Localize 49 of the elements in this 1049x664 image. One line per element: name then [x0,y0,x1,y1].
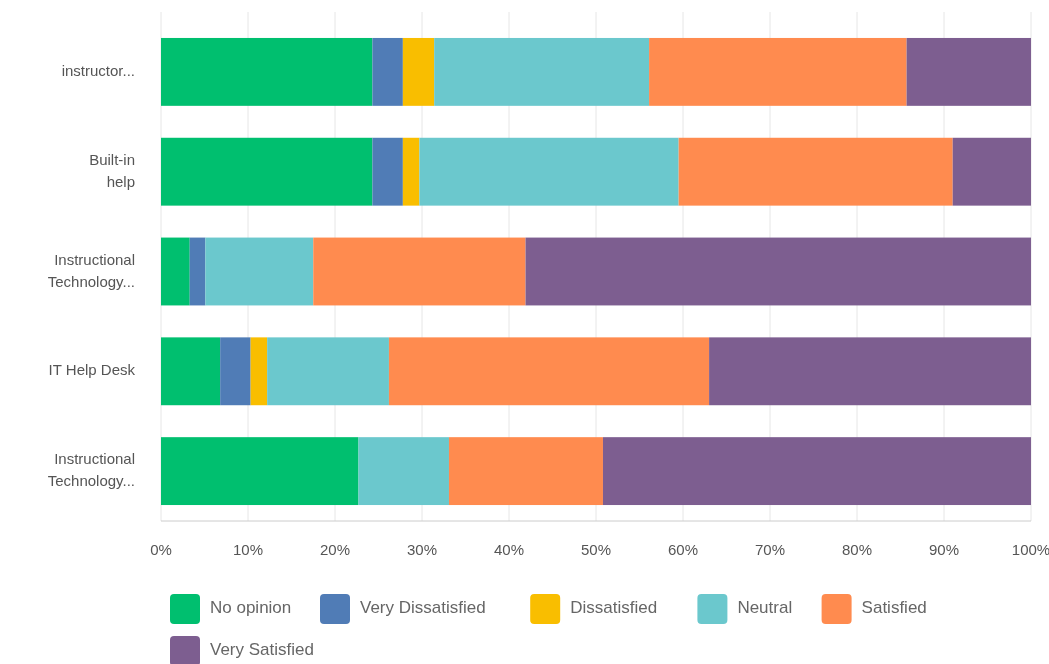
bar [161,437,359,506]
bar [448,437,603,506]
x-tick-label: 40% [493,540,525,558]
bar [402,37,435,106]
y-tick-label: IT Help Desk [48,361,136,379]
bar [678,137,953,206]
x-tick-label: 100% [1011,540,1049,558]
x-tick-label: 10% [232,540,264,558]
bar [402,137,420,206]
bar [906,37,1031,106]
bar [220,337,251,406]
x-tick-label: 30% [406,540,438,558]
bar [709,337,1031,406]
x-tick-label: 20% [319,540,351,558]
bar [205,237,314,306]
legend-label: Very Satisfied [210,640,314,660]
x-tick-label: 0% [150,540,172,558]
y-tick-label: Instructional Technology... [47,250,135,290]
y-tick-label: instructor... [61,61,135,79]
bar [161,137,373,206]
bar [372,37,403,106]
x-tick-label: 90% [928,540,960,558]
x-tick-label: 60% [667,540,699,558]
bar [419,137,679,206]
bar [161,337,221,406]
bar [267,337,389,406]
bar [358,437,449,506]
bar [189,237,206,306]
bar [250,337,268,406]
bar [161,37,373,106]
y-tick-label: Instructional Technology... [47,450,135,490]
legend-label: Very Dissatisfied [360,598,486,618]
bar [313,237,526,306]
bar [602,437,1031,506]
bar [649,37,907,106]
y-tick-label: Built-in help [89,150,135,190]
legend-label: Satisfied [861,598,927,618]
bar [952,137,1031,206]
x-tick-label: 70% [754,540,786,558]
bar [525,237,1031,306]
legend-label: Dissatisfied [570,598,658,618]
bar [434,37,650,106]
bar [372,137,403,206]
x-tick-label: 50% [580,540,612,558]
legend-label: Neutral [737,598,793,618]
bar [161,237,190,306]
bar [388,337,710,406]
legend-label: No opinion [210,598,292,618]
x-tick-label: 80% [841,540,873,558]
